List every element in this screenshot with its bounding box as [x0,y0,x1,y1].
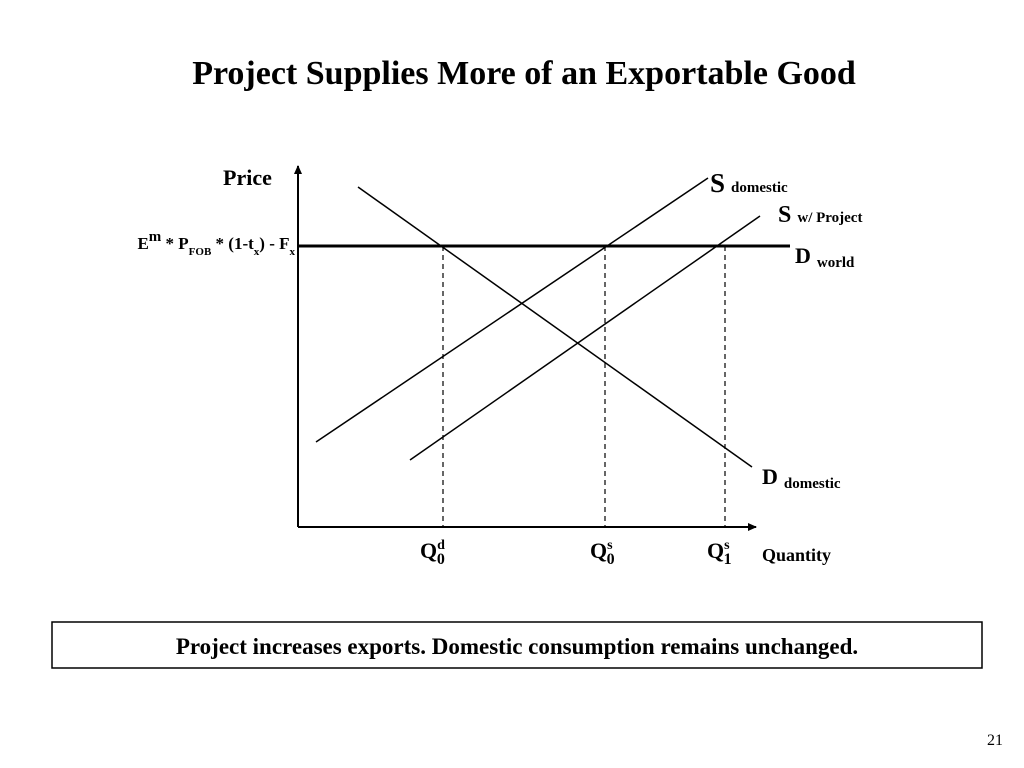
quantity-label: Qd 0 [420,538,445,568]
q-main: Q [420,538,437,563]
q-sub: 0 [607,551,615,568]
title: Project Supplies More of an Exportable G… [192,55,856,92]
curve-sub: domestic [731,180,788,196]
x-axis-label: Quantity [762,545,831,565]
price-label-part: ) - F [259,234,289,253]
q-sup: d [437,538,445,553]
y-axis-label: Price [223,165,272,190]
price-label-part: E [137,234,148,253]
curve-main: D [762,464,778,489]
price-label-part: FOB [189,246,212,258]
domestic-supply-curve [315,177,709,443]
project-supply-curve [409,215,761,461]
price-label-part: m [149,229,162,245]
curve-main: S [710,168,725,198]
q-sup: s [724,538,730,553]
curve-sub: domestic [784,476,841,492]
caption-box [51,621,983,669]
price-label-part: * P [161,234,188,253]
q-sub: 1 [724,551,732,568]
q-main: Q [707,538,724,563]
price-label-part: x [254,246,260,258]
page-number: 21 [987,732,1003,749]
domestic-demand-curve [357,186,753,468]
curve-sub: world [817,255,855,271]
price-label-part: x [290,246,296,258]
price-label: Em * PFOB * (1-tx) - Fx [137,229,295,258]
curve-sub: w/ Project [797,210,862,226]
q-sup: s [607,538,613,553]
quantity-label: Qs 1 [707,538,732,568]
caption: Project increases exports. Domestic cons… [176,634,858,659]
price-label-part: * (1-t [211,234,254,253]
q-main: Q [590,538,607,563]
q-sub: 0 [437,551,445,568]
curve-main: D [795,243,811,268]
curve-main: S [778,202,791,228]
quantity-label: Qs 0 [590,538,615,568]
